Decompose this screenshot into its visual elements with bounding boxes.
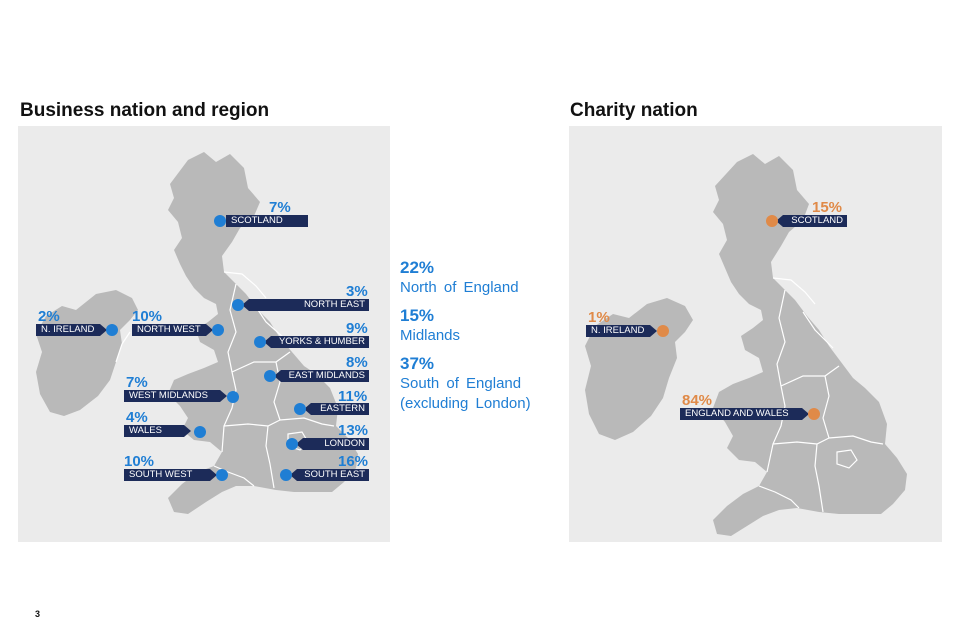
label-arrow (274, 370, 281, 382)
label-arrow (264, 336, 271, 348)
location-dot (657, 325, 669, 337)
region-label-bar: YORKS & HUMBER (271, 336, 369, 348)
region-percentage: 10% (132, 308, 163, 325)
region-label-bar: WEST MIDLANDS (124, 390, 220, 402)
location-dot (286, 438, 298, 450)
label-arrow (184, 425, 191, 437)
summary-midlands-label: Midlands (400, 327, 461, 344)
summary-south: 37% South of England (excluding London) (400, 354, 570, 414)
region-percentage: 4% (126, 409, 148, 426)
region-label-bar: SCOTLAND (226, 215, 308, 227)
label-arrow (650, 325, 657, 337)
region-label-bar: ENGLAND AND WALES (680, 408, 802, 420)
region-percentage: 8% (346, 354, 368, 371)
label-arrow (776, 215, 783, 227)
summary-south-label-note: (excluding London) (400, 395, 531, 412)
label-arrow (100, 324, 107, 336)
label-arrow (206, 324, 213, 336)
label-arrow (304, 403, 311, 415)
summary-south-label: South of England (400, 375, 522, 392)
region-percentage: 11% (338, 388, 368, 405)
business-panel-title: Business nation and region (20, 100, 270, 121)
location-dot (264, 370, 276, 382)
region-percentage: 10% (124, 453, 155, 470)
region-percentage: 3% (346, 283, 368, 300)
region-label-bar: SOUTH WEST (124, 469, 210, 481)
region-percentage: 13% (338, 422, 369, 439)
location-dot (808, 408, 820, 420)
region-percentage: 16% (338, 453, 369, 470)
region-label-bar: SCOTLAND (783, 215, 847, 227)
label-arrow (242, 299, 249, 311)
summary-south-value: 37% (400, 354, 435, 373)
label-arrow (290, 469, 297, 481)
region-label-bar: EASTERN (311, 403, 369, 415)
region-label-bar: EAST MIDLANDS (281, 370, 369, 382)
summary-north-label: North of England (400, 279, 519, 296)
location-dot (227, 391, 239, 403)
region-label-bar: SOUTH EAST (297, 469, 369, 481)
location-dot (294, 403, 306, 415)
ireland-landmass (36, 290, 138, 416)
region-percentage: 15% (812, 199, 843, 216)
business-uk-map (36, 152, 358, 514)
region-label-bar: N. IRELAND (586, 325, 650, 337)
label-arrow (210, 469, 217, 481)
summary-north: 22% North of England (400, 258, 570, 298)
summary-north-value: 22% (400, 258, 435, 277)
great-britain-landmass (713, 154, 907, 536)
region-percentage: 1% (588, 309, 610, 326)
location-dot (254, 336, 266, 348)
region-label-bar: NORTH EAST (249, 299, 369, 311)
region-percentage: 84% (682, 392, 713, 409)
location-dot (212, 324, 224, 336)
location-dot (216, 469, 228, 481)
great-britain-landmass (168, 152, 358, 514)
location-dot (214, 215, 226, 227)
label-arrow (802, 408, 809, 420)
region-label-bar: LONDON (303, 438, 369, 450)
summary-midlands: 15% Midlands (400, 306, 570, 346)
location-dot (766, 215, 778, 227)
page-number: 3 (35, 609, 41, 619)
region-label-bar: NORTH WEST (132, 324, 206, 336)
label-arrow (296, 438, 303, 450)
region-percentage: 9% (346, 320, 368, 337)
region-percentage: 7% (269, 199, 291, 216)
label-arrow (220, 390, 227, 402)
region-label-bar: N. IRELAND (36, 324, 100, 336)
region-percentage: 2% (38, 308, 60, 325)
location-dot (232, 299, 244, 311)
regional-summary: 22% North of England 15% Midlands 37% So… (400, 258, 570, 422)
region-percentage: 7% (126, 374, 148, 391)
charity-panel-title: Charity nation (570, 100, 698, 121)
location-dot (280, 469, 292, 481)
location-dot (194, 426, 206, 438)
location-dot (106, 324, 118, 336)
summary-midlands-value: 15% (400, 306, 435, 325)
region-label-bar: WALES (124, 425, 184, 437)
